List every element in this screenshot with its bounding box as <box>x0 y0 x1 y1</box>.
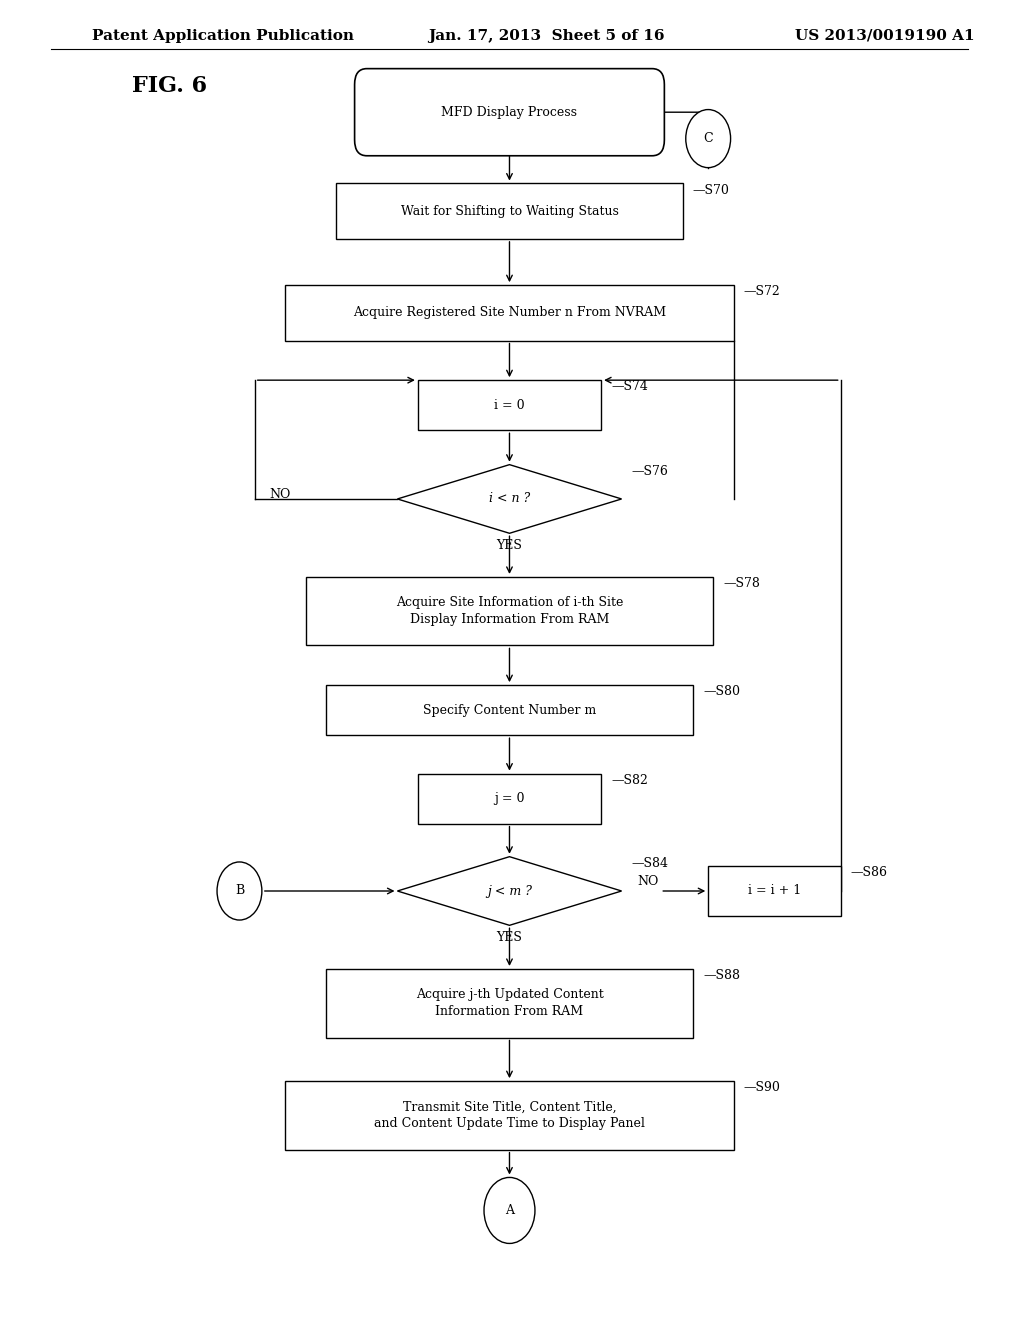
FancyBboxPatch shape <box>286 285 733 341</box>
Text: —S74: —S74 <box>611 380 648 393</box>
FancyBboxPatch shape <box>354 69 665 156</box>
Text: i < n ?: i < n ? <box>488 492 530 506</box>
Text: MFD Display Process: MFD Display Process <box>441 106 578 119</box>
FancyBboxPatch shape <box>418 380 601 430</box>
Text: YES: YES <box>497 931 522 944</box>
Text: A: A <box>505 1204 514 1217</box>
Text: —S80: —S80 <box>703 685 740 698</box>
Text: —S76: —S76 <box>632 465 669 478</box>
FancyBboxPatch shape <box>286 1081 733 1150</box>
Circle shape <box>484 1177 535 1243</box>
FancyBboxPatch shape <box>709 866 841 916</box>
Text: Acquire Registered Site Number n From NVRAM: Acquire Registered Site Number n From NV… <box>353 306 666 319</box>
Text: —S72: —S72 <box>743 285 780 298</box>
Text: Patent Application Publication: Patent Application Publication <box>92 29 353 42</box>
Text: Specify Content Number m: Specify Content Number m <box>423 704 596 717</box>
Text: —S70: —S70 <box>693 183 730 197</box>
Text: Acquire j-th Updated Content
Information From RAM: Acquire j-th Updated Content Information… <box>416 989 603 1018</box>
Text: NO: NO <box>269 488 291 502</box>
FancyBboxPatch shape <box>326 969 693 1038</box>
Polygon shape <box>397 465 622 533</box>
Text: NO: NO <box>637 875 658 888</box>
Text: Jan. 17, 2013  Sheet 5 of 16: Jan. 17, 2013 Sheet 5 of 16 <box>428 29 665 42</box>
Text: —S86: —S86 <box>851 866 888 879</box>
Text: —S78: —S78 <box>724 577 761 590</box>
Text: —S90: —S90 <box>743 1081 780 1094</box>
Text: —S84: —S84 <box>632 857 669 870</box>
Text: —S82: —S82 <box>611 774 648 787</box>
FancyBboxPatch shape <box>418 774 601 824</box>
Text: B: B <box>234 884 244 898</box>
Text: i = 0: i = 0 <box>495 399 524 412</box>
Circle shape <box>686 110 730 168</box>
FancyBboxPatch shape <box>326 685 693 735</box>
Circle shape <box>217 862 262 920</box>
Text: Wait for Shifting to Waiting Status: Wait for Shifting to Waiting Status <box>400 205 618 218</box>
FancyBboxPatch shape <box>336 183 683 239</box>
Text: YES: YES <box>497 539 522 552</box>
Text: FIG. 6: FIG. 6 <box>132 75 208 96</box>
Text: j < m ?: j < m ? <box>487 884 532 898</box>
Text: US 2013/0019190 A1: US 2013/0019190 A1 <box>795 29 975 42</box>
Text: Acquire Site Information of i-th Site
Display Information From RAM: Acquire Site Information of i-th Site Di… <box>396 597 624 626</box>
Text: C: C <box>703 132 713 145</box>
Text: Transmit Site Title, Content Title,
and Content Update Time to Display Panel: Transmit Site Title, Content Title, and … <box>374 1101 645 1130</box>
Text: —S88: —S88 <box>703 969 740 982</box>
Text: j = 0: j = 0 <box>495 792 524 805</box>
FancyBboxPatch shape <box>306 577 714 645</box>
Text: i = i + 1: i = i + 1 <box>748 884 801 898</box>
Polygon shape <box>397 857 622 925</box>
